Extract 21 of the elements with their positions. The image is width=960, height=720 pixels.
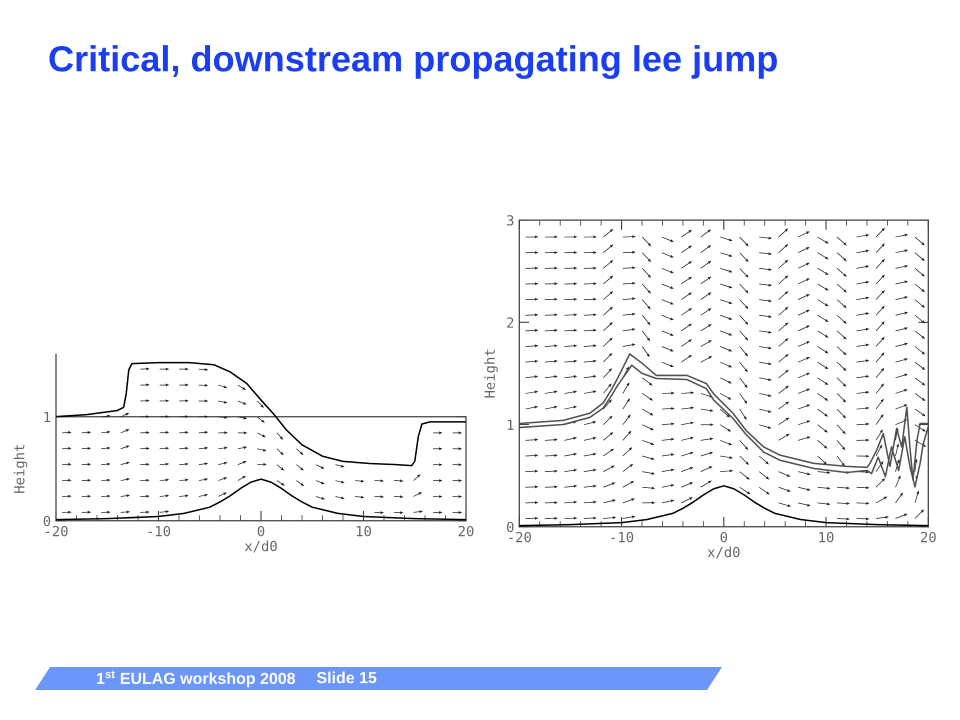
y-axis-title: Height [14, 444, 28, 493]
y-tick-label: 2 [507, 317, 514, 328]
x-tick-label: 20 [458, 526, 474, 536]
x-tick-label: 0 [258, 526, 264, 536]
y-axis-title: Height [484, 350, 498, 398]
x-tick-label: 10 [819, 532, 834, 542]
chart-title: Critical, downstream propagating lee jump [49, 45, 777, 79]
x-tick-label: 20 [920, 532, 936, 542]
x-axis-title: x/d0 [244, 540, 277, 552]
text: Slide 15 [316, 672, 376, 684]
x-tick-label: 10 [356, 526, 371, 536]
y-tick-label: 1 [44, 412, 50, 422]
x-axis-title: x/d0 [708, 546, 740, 558]
x-tick-label: 0 [720, 532, 728, 542]
x-tick-label: -10 [611, 532, 634, 542]
y-tick-label: 1 [508, 420, 514, 430]
x-tick-label: -20 [46, 526, 68, 536]
x-tick-label: -10 [148, 526, 170, 536]
text: 1$^{st}$ EULAG workshop 2008 [97, 670, 296, 688]
y-tick-label: 3 [507, 215, 514, 226]
x-tick-label: -20 [509, 532, 531, 542]
